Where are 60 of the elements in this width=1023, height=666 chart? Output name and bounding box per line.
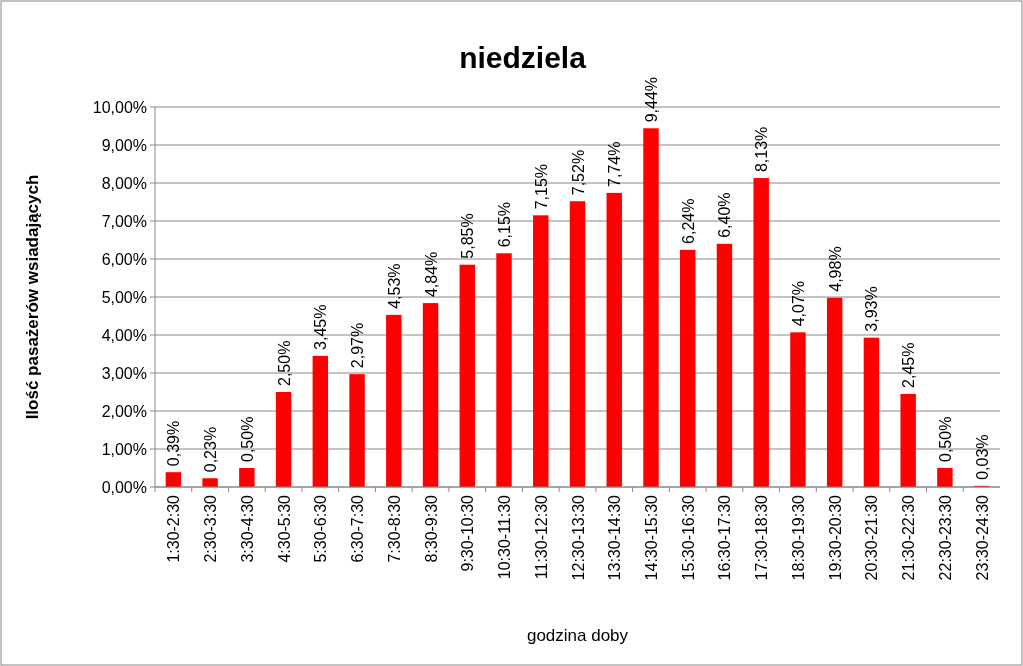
y-tick-label: 5,00% — [101, 288, 147, 306]
data-label: 7,52% — [569, 149, 587, 196]
y-tick-label: 4,00% — [101, 326, 147, 344]
data-label: 3,45% — [312, 304, 330, 350]
data-label: 5,85% — [459, 213, 477, 259]
data-label: 9,44% — [642, 76, 660, 123]
data-label: 4,98% — [826, 246, 844, 292]
data-label: 0,23% — [202, 426, 220, 473]
x-tick-label: 10:30-11:30 — [496, 494, 514, 580]
x-tick-label: 18:30-19:30 — [789, 494, 807, 581]
y-tick-label: 2,00% — [101, 402, 147, 420]
y-tick-label: 1,00% — [101, 440, 147, 458]
data-label: 7,74% — [606, 141, 624, 187]
x-tick-label: 1:30-2:30 — [165, 494, 183, 563]
x-tick-label: 8:30-9:30 — [422, 494, 440, 563]
y-tick-label: 7,00% — [101, 212, 147, 230]
chart-title: niedziela — [459, 41, 587, 74]
data-label: 2,45% — [900, 342, 918, 388]
x-tick-label: 21:30-22:30 — [900, 494, 918, 581]
data-label: 4,53% — [385, 263, 403, 309]
data-label: 6,24% — [679, 198, 697, 244]
x-tick-label: 6:30-7:30 — [349, 494, 367, 563]
data-label: 0,50% — [936, 416, 954, 462]
x-tick-label: 4:30-5:30 — [275, 494, 293, 563]
data-label: 4,84% — [422, 251, 440, 298]
x-tick-label: 9:30-10:30 — [459, 494, 477, 572]
y-tick-label: 10,00% — [92, 98, 147, 116]
x-tick-label: 23:30-24:30 — [973, 494, 991, 581]
data-label: 2,50% — [275, 340, 293, 386]
x-tick-label: 13:30-14:30 — [606, 494, 624, 581]
x-tick-label: 7:30-8:30 — [385, 494, 403, 563]
x-tick-label: 17:30-18:30 — [753, 494, 771, 581]
x-tick-label: 11:30-12:30 — [532, 494, 550, 580]
x-tick-label: 19:30-20:30 — [826, 494, 844, 581]
data-label: 8,13% — [753, 126, 771, 173]
x-tick-label: 12:30-13:30 — [569, 494, 587, 581]
x-tick-label: 16:30-17:30 — [716, 494, 734, 581]
data-label: 2,97% — [349, 322, 367, 369]
y-tick-label: 6,00% — [101, 250, 147, 268]
y-tick-label: 8,00% — [101, 174, 147, 192]
x-tick-label: 3:30-4:30 — [238, 494, 256, 563]
data-label: 0,03% — [973, 434, 991, 480]
y-tick-label: 3,00% — [101, 364, 147, 382]
y-axis-title: Ilość pasażerów wsiadających — [23, 174, 42, 420]
data-label: 0,39% — [165, 420, 183, 467]
x-tick-label: 5:30-6:30 — [312, 494, 330, 563]
data-label: 0,50% — [238, 416, 256, 462]
y-tick-label: 0,00% — [101, 478, 147, 496]
y-tick-label: 9,00% — [101, 136, 147, 154]
data-label: 4,07% — [789, 280, 807, 327]
x-tick-label: 14:30-15:30 — [642, 494, 660, 581]
x-tick-label: 15:30-16:30 — [679, 494, 697, 581]
x-tick-label: 20:30-21:30 — [863, 494, 881, 581]
data-label: 6,15% — [496, 201, 514, 248]
x-tick-label: 2:30-3:30 — [202, 494, 220, 563]
data-label: 3,93% — [863, 286, 881, 332]
data-label: 6,40% — [716, 192, 734, 238]
x-axis-title: godzina doby — [526, 626, 629, 645]
x-tick-label: 22:30-23:30 — [936, 494, 954, 581]
data-label: 7,15% — [532, 163, 550, 210]
